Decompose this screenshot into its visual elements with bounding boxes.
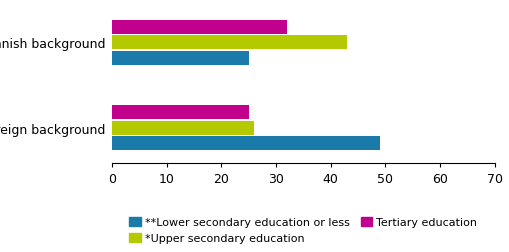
Bar <box>112 136 379 150</box>
Bar <box>112 51 248 66</box>
Bar <box>112 106 248 120</box>
Bar <box>112 36 347 50</box>
Bar <box>112 121 254 135</box>
Bar <box>112 21 287 35</box>
Legend: **Lower secondary education or less, *Upper secondary education, Tertiary educat: **Lower secondary education or less, *Up… <box>125 213 481 248</box>
